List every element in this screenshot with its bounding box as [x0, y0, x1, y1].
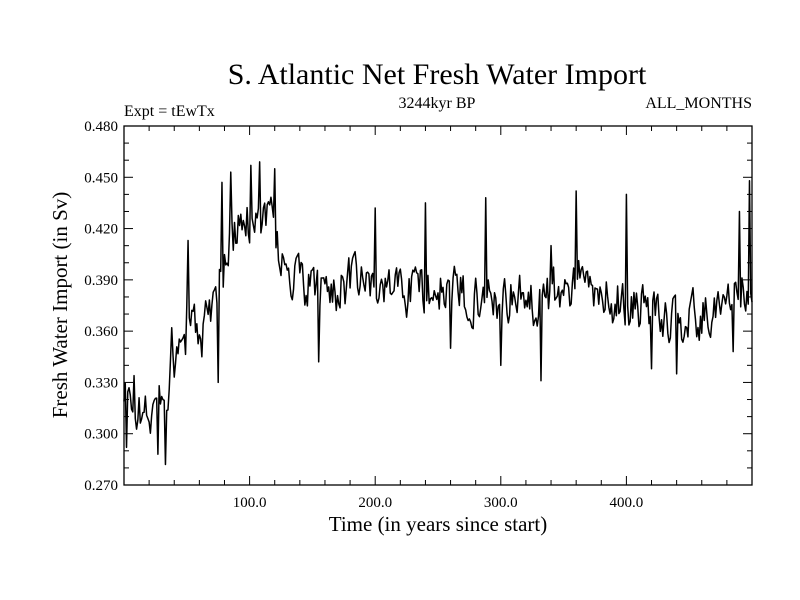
axis-layer: 100.0 200.0 300.0 400.0 0.270 0.300 0.330 0.360… — [84, 119, 752, 511]
x-tick-label: 100.0 — [233, 495, 267, 511]
y-tick-label: 0.480 — [84, 119, 118, 135]
x-tick-label: 400.0 — [610, 495, 644, 511]
x-tick-label: 200.0 — [358, 495, 392, 511]
y-tick-label: 0.450 — [84, 170, 118, 186]
x-tick-label: 300.0 — [484, 495, 518, 511]
months-label: ALL_MONTHS — [645, 95, 752, 112]
x-axis-label: Time (in years since start) — [329, 512, 548, 536]
y-tick-label: 0.270 — [84, 478, 118, 494]
experiment-label: Expt = tEwTx — [124, 103, 215, 120]
series-line — [123, 161, 753, 466]
plot-frame — [123, 125, 753, 486]
chart-title: S. Atlantic Net Fresh Water Import — [228, 58, 647, 91]
y-tick-label: 0.390 — [84, 273, 118, 289]
y-tick-label: 0.300 — [84, 427, 118, 443]
y-tick-label: 0.330 — [84, 375, 118, 391]
y-tick-label: 0.360 — [84, 324, 118, 340]
period-label: 3244kyr BP — [399, 95, 476, 112]
data-layer — [123, 161, 753, 466]
y-tick-label: 0.420 — [84, 222, 118, 238]
y-axis-label: Fresh Water Import (in Sv) — [48, 192, 72, 419]
